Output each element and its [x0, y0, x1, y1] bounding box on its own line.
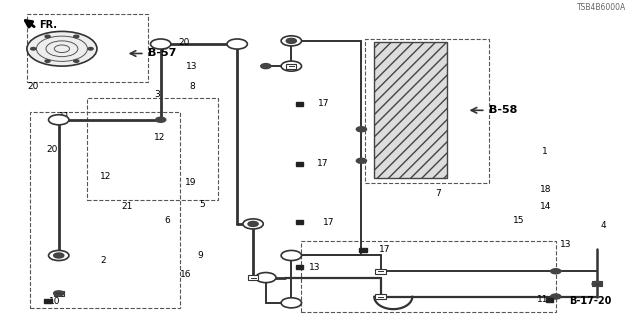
- Bar: [30, 112, 180, 308]
- Text: 16: 16: [180, 270, 191, 279]
- Circle shape: [356, 127, 367, 132]
- Text: 10: 10: [49, 297, 61, 306]
- Bar: [296, 102, 303, 106]
- Text: 13: 13: [308, 263, 320, 272]
- Circle shape: [281, 61, 301, 71]
- Circle shape: [74, 60, 79, 62]
- Circle shape: [54, 291, 64, 296]
- Text: 20: 20: [179, 38, 190, 47]
- Text: 17: 17: [317, 159, 328, 168]
- Bar: [296, 265, 303, 269]
- Circle shape: [150, 39, 171, 49]
- Bar: [296, 220, 303, 224]
- Text: B-57: B-57: [148, 49, 177, 59]
- Text: 9: 9: [198, 251, 204, 260]
- Text: 14: 14: [540, 202, 551, 211]
- Text: B-17-20: B-17-20: [570, 296, 612, 306]
- Bar: [88, 98, 218, 200]
- Text: 20: 20: [46, 145, 58, 154]
- Text: 17: 17: [318, 100, 330, 108]
- Bar: [301, 241, 556, 312]
- Text: 17: 17: [379, 245, 390, 254]
- Text: TSB4B6000A: TSB4B6000A: [577, 4, 626, 12]
- Circle shape: [286, 38, 296, 44]
- Circle shape: [27, 31, 97, 66]
- Text: 6: 6: [164, 216, 170, 225]
- Circle shape: [255, 273, 276, 283]
- Bar: [376, 294, 386, 299]
- Bar: [44, 299, 52, 303]
- Text: 12: 12: [100, 172, 111, 181]
- Bar: [248, 275, 258, 280]
- Circle shape: [281, 251, 301, 260]
- Text: 13: 13: [560, 240, 572, 249]
- Circle shape: [45, 35, 50, 38]
- Circle shape: [49, 251, 69, 260]
- Text: 19: 19: [185, 178, 196, 188]
- Text: 7: 7: [435, 189, 441, 198]
- Circle shape: [45, 60, 50, 62]
- Bar: [286, 64, 296, 69]
- Circle shape: [592, 281, 602, 286]
- Circle shape: [248, 221, 258, 227]
- Text: 2: 2: [100, 256, 106, 265]
- Circle shape: [227, 39, 247, 49]
- Bar: [54, 291, 64, 296]
- Text: 21: 21: [121, 202, 132, 211]
- Text: 12: 12: [154, 132, 166, 142]
- Circle shape: [281, 298, 301, 308]
- Bar: [27, 14, 148, 82]
- Text: 8: 8: [189, 82, 195, 91]
- Text: 13: 13: [186, 62, 198, 71]
- Text: 18: 18: [540, 185, 551, 194]
- Text: 11: 11: [59, 112, 70, 121]
- Circle shape: [356, 158, 367, 163]
- Text: 5: 5: [199, 201, 205, 210]
- Circle shape: [88, 47, 93, 50]
- Bar: [376, 269, 386, 274]
- Circle shape: [281, 36, 301, 46]
- Circle shape: [31, 47, 36, 50]
- Circle shape: [243, 219, 263, 229]
- Circle shape: [550, 294, 561, 299]
- Circle shape: [550, 269, 561, 274]
- Text: 4: 4: [600, 221, 606, 230]
- Text: 20: 20: [27, 82, 38, 91]
- Text: 1: 1: [541, 147, 547, 156]
- Text: 11: 11: [537, 295, 548, 304]
- Bar: [365, 39, 489, 183]
- Text: 17: 17: [323, 218, 335, 227]
- Bar: [296, 162, 303, 166]
- Circle shape: [54, 253, 64, 258]
- Bar: [592, 281, 602, 286]
- Bar: [359, 248, 367, 252]
- Circle shape: [260, 64, 271, 69]
- Circle shape: [49, 115, 69, 125]
- Bar: [374, 43, 447, 178]
- Text: B-58: B-58: [489, 105, 517, 115]
- Text: FR.: FR.: [40, 20, 58, 30]
- Circle shape: [74, 35, 79, 38]
- Bar: [545, 298, 553, 301]
- Circle shape: [156, 117, 166, 122]
- Text: 15: 15: [513, 216, 525, 225]
- Text: 3: 3: [154, 90, 160, 99]
